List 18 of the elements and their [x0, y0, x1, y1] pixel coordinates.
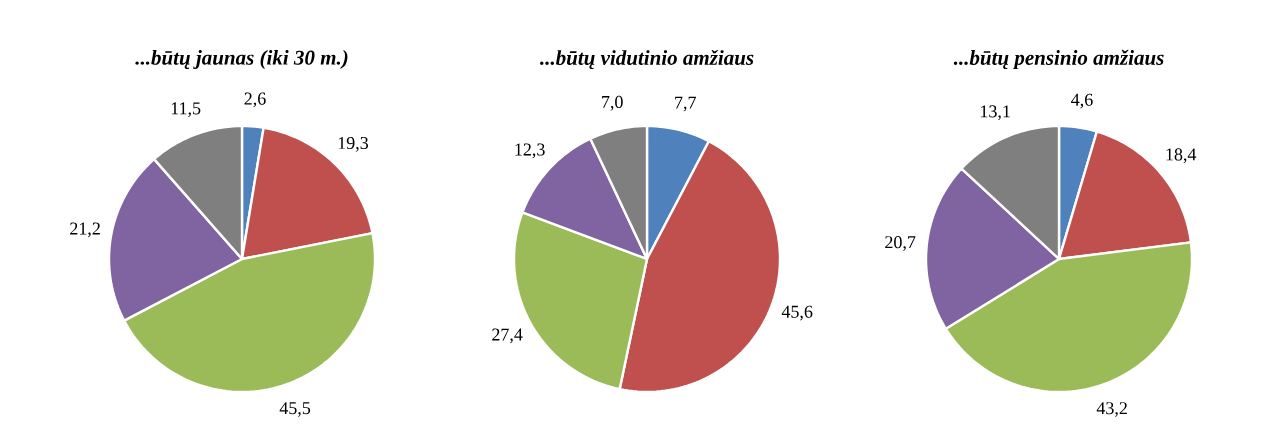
- data-label: 12,3: [515, 143, 545, 159]
- data-label: 4,6: [1071, 93, 1093, 109]
- data-label: 45,5: [279, 402, 311, 418]
- data-label: 45,6: [781, 305, 813, 321]
- data-label: 18,4: [1166, 148, 1197, 164]
- data-label: 20,7: [885, 236, 916, 252]
- data-label: 19,3: [338, 137, 369, 152]
- data-label: 7,0: [602, 96, 623, 111]
- chart-title: ...būtų vidutinio amžiaus: [540, 50, 754, 70]
- data-label: 43,2: [1096, 402, 1127, 418]
- chart-title: ...būtų jaunas (iki 30 m.): [135, 50, 348, 70]
- data-label: 13,1: [980, 105, 1010, 121]
- chart-title: ...būtų pensinio amžiaus: [953, 50, 1164, 70]
- data-label: 27,4: [492, 328, 523, 344]
- data-label: 21,2: [70, 222, 100, 238]
- data-label: 11,5: [171, 102, 201, 118]
- data-label: 7,7: [675, 96, 696, 112]
- data-label: 2,6: [244, 92, 266, 108]
